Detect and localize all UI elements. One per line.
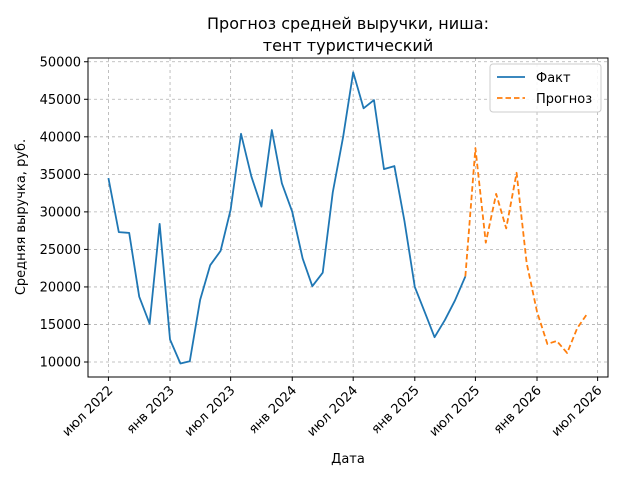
plot-area-frame [87, 57, 609, 378]
y-tick-label: 50000 [40, 55, 81, 70]
series-line-fact [107, 71, 467, 365]
legend-label-fact: Факт [536, 71, 571, 86]
y-axis-label: Средняя выручка, руб. [14, 139, 29, 295]
y-tick-label: 30000 [40, 205, 81, 220]
y-tick-label: 10000 [40, 355, 81, 370]
x-axis-label: Дата [331, 452, 365, 467]
y-tick-label: 40000 [40, 130, 81, 145]
chart-title-line-2: тент туристический [263, 36, 433, 55]
y-axis: 10000 15000 20000 25000 30000 35000 40000 45000… [40, 55, 88, 370]
legend-box [489, 63, 602, 113]
legend: Факт Прогноз [489, 63, 602, 113]
series-line-forecast [464, 147, 589, 354]
y-tick-label: 45000 [40, 93, 81, 108]
legend-label-forecast: Прогноз [536, 92, 592, 107]
series-layer [107, 71, 589, 365]
y-tick-label: 15000 [40, 318, 81, 333]
chart-title-line-1: Прогноз средней выручки, ниша: [207, 14, 489, 33]
y-tick-label: 25000 [40, 243, 81, 258]
y-tick-label: 20000 [40, 280, 81, 295]
y-tick-label: 35000 [40, 168, 81, 183]
grid [88, 58, 608, 377]
